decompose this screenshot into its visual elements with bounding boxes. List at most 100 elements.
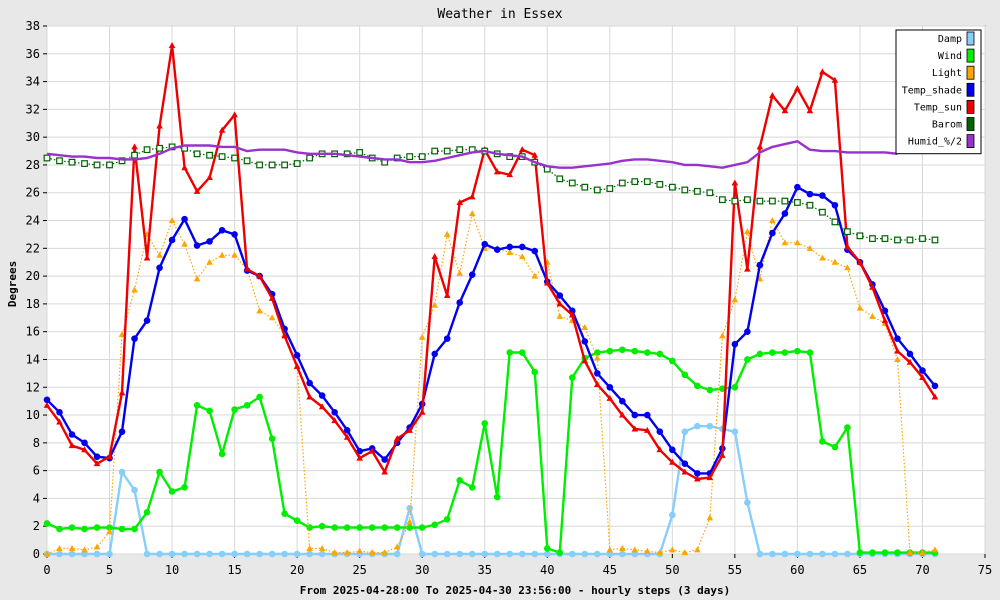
data-point — [669, 458, 676, 465]
data-point — [368, 549, 376, 556]
data-point — [243, 265, 251, 272]
data-point — [769, 217, 776, 224]
data-point — [431, 550, 439, 558]
data-point — [581, 357, 589, 364]
data-point — [106, 161, 113, 169]
x-tick-label: 75 — [978, 563, 992, 577]
data-point — [418, 408, 426, 415]
x-tick-label: 20 — [290, 563, 304, 577]
data-point — [781, 349, 789, 356]
data-point — [81, 160, 88, 167]
y-tick-label: 2 — [33, 519, 40, 533]
data-point — [931, 382, 939, 390]
data-point — [118, 428, 126, 436]
data-point — [393, 550, 401, 558]
data-point — [706, 474, 714, 481]
data-point — [769, 550, 776, 558]
data-point — [56, 157, 63, 165]
data-point — [581, 324, 589, 331]
x-tick-label: 55 — [728, 563, 742, 577]
data-point — [506, 248, 514, 255]
data-point — [894, 347, 901, 354]
data-point — [406, 504, 413, 512]
data-point — [518, 253, 526, 260]
data-point — [318, 403, 326, 410]
data-point — [243, 157, 251, 165]
data-point — [268, 550, 276, 558]
data-point — [206, 238, 213, 245]
data-point — [231, 251, 238, 258]
data-point — [531, 550, 539, 558]
data-point — [869, 283, 876, 290]
data-point — [744, 228, 751, 235]
data-point — [231, 550, 238, 558]
data-point — [156, 122, 163, 129]
data-point — [694, 422, 701, 430]
data-point — [606, 394, 614, 401]
data-point — [193, 150, 201, 158]
data-point — [206, 407, 213, 415]
data-point — [231, 111, 238, 118]
data-point — [806, 190, 814, 198]
x-tick-label: 15 — [227, 563, 241, 577]
data-point — [156, 144, 163, 152]
data-point — [556, 300, 564, 307]
data-point — [218, 226, 226, 234]
data-point — [181, 164, 188, 171]
y-tick-label: 38 — [26, 19, 40, 33]
data-point — [806, 550, 814, 558]
data-point — [681, 371, 689, 379]
legend-swatch — [966, 117, 975, 131]
data-point — [644, 426, 651, 433]
series-line — [46, 44, 937, 481]
data-point — [681, 549, 689, 556]
data-point — [656, 181, 664, 188]
data-point — [581, 338, 589, 345]
data-point — [618, 179, 626, 187]
y-tick-label: 14 — [26, 352, 40, 366]
data-point — [769, 229, 776, 237]
data-point — [306, 550, 313, 558]
data-point — [156, 550, 163, 558]
legend-label: Temp_shade — [902, 85, 962, 96]
y-tick-label: 30 — [26, 130, 40, 144]
data-point — [669, 546, 676, 553]
data-point — [306, 379, 313, 387]
data-point — [443, 292, 451, 299]
data-point — [593, 354, 601, 361]
x-tick-label: 25 — [352, 563, 366, 577]
x-tick-label: 5 — [106, 563, 113, 577]
data-point — [381, 456, 388, 463]
data-point — [156, 251, 163, 258]
x-tick-label: 50 — [665, 563, 679, 577]
series-line — [46, 213, 936, 555]
data-point — [781, 210, 789, 217]
y-tick-label: 34 — [26, 75, 40, 89]
data-point — [56, 408, 63, 416]
data-point — [131, 335, 138, 342]
data-point — [831, 76, 839, 83]
plot-area — [46, 25, 986, 555]
data-point — [731, 428, 739, 436]
data-point — [694, 382, 701, 390]
data-point — [719, 332, 726, 339]
data-point — [468, 210, 476, 217]
data-point — [919, 235, 926, 242]
data-point — [556, 549, 564, 556]
data-point — [844, 243, 851, 250]
data-point — [831, 201, 839, 209]
series-line — [46, 185, 936, 475]
data-point — [331, 549, 338, 556]
legend-swatch — [966, 65, 975, 80]
data-point — [794, 239, 801, 246]
data-point — [431, 147, 439, 155]
y-tick-label: 4 — [33, 491, 40, 505]
data-point — [168, 488, 176, 495]
x-tick-label: 35 — [478, 563, 492, 577]
data-point — [218, 251, 226, 258]
data-point — [156, 264, 163, 272]
data-point — [706, 386, 714, 394]
data-point — [856, 232, 864, 240]
